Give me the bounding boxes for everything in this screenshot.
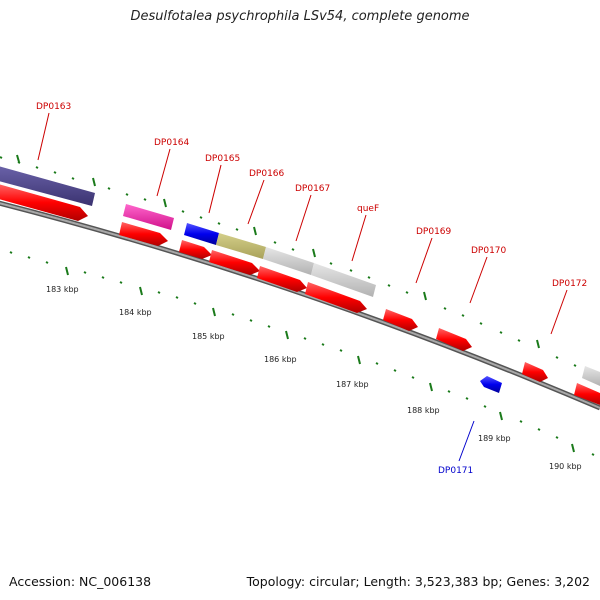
red-gene-arrows [0, 184, 600, 405]
gene-label-dp0165[interactable]: DP0165 [205, 154, 240, 164]
scale-labels: 183 kbp 184 kbp 185 kbp 186 kbp 187 kbp … [46, 285, 582, 471]
gene-label-dp0172[interactable]: DP0172 [552, 279, 587, 289]
gene-arrow[interactable] [0, 184, 88, 221]
genome-backbone [0, 200, 600, 411]
scale-label-184: 184 kbp [119, 308, 152, 317]
gene-label-dp0163[interactable]: DP0163 [36, 102, 71, 112]
gene-dp0171-feature[interactable] [480, 376, 502, 393]
gene-label-dp0170[interactable]: DP0170 [471, 246, 507, 256]
gene-dp0166-feature[interactable] [216, 233, 266, 259]
gene-label-dp0167[interactable]: DP0167 [295, 184, 330, 194]
gene-labels: DP0163 DP0164 DP0165 DP0166 DP0167 queF … [36, 102, 587, 476]
outer-tick-track [0, 154, 595, 376]
gene-dp0172-feature[interactable] [582, 366, 600, 386]
scale-label-187: 187 kbp [336, 380, 369, 389]
scale-label-183: 183 kbp [46, 285, 79, 294]
gene-dp0164-feature[interactable] [123, 204, 174, 230]
gene-label-dp0169[interactable]: DP0169 [416, 227, 452, 237]
gene-arrow[interactable] [436, 328, 472, 351]
genome-summary-text: Topology: circular; Length: 3,523,383 bp… [246, 574, 590, 589]
gene-arrow[interactable] [305, 282, 367, 313]
label-leader-lines [37, 112, 568, 462]
scale-label-189: 189 kbp [478, 434, 511, 443]
scale-label-186: 186 kbp [264, 355, 297, 364]
scale-label-188: 188 kbp [407, 406, 440, 415]
gene-label-quef[interactable]: queF [357, 204, 379, 214]
gene-dp0165-feature[interactable] [184, 223, 219, 245]
gene-quef-feature[interactable] [311, 263, 376, 297]
gene-arrow[interactable] [257, 266, 307, 292]
scale-label-185: 185 kbp [192, 332, 225, 341]
gene-arrow[interactable] [119, 222, 168, 246]
map-title: Desulfotalea psychrophila LSv54, complet… [130, 9, 470, 24]
scale-label-190: 190 kbp [549, 462, 582, 471]
inner-tick-track [9, 251, 595, 456]
gene-dp0163-feature[interactable] [0, 166, 95, 206]
reverse-strand-features [480, 376, 502, 393]
gene-arrow[interactable] [574, 383, 600, 405]
gene-label-dp0166[interactable]: DP0166 [249, 169, 285, 179]
accession-text: Accession: NC_006138 [9, 574, 152, 589]
gene-arrow[interactable] [179, 240, 212, 259]
gene-arrow[interactable] [209, 250, 260, 275]
gene-label-dp0164[interactable]: DP0164 [154, 138, 190, 148]
gene-arrow[interactable] [383, 309, 418, 331]
forward-strand-features [0, 166, 600, 386]
gene-arrow[interactable] [522, 362, 548, 382]
gene-dp0167-feature[interactable] [263, 247, 314, 275]
gene-label-dp0171[interactable]: DP0171 [438, 466, 473, 476]
